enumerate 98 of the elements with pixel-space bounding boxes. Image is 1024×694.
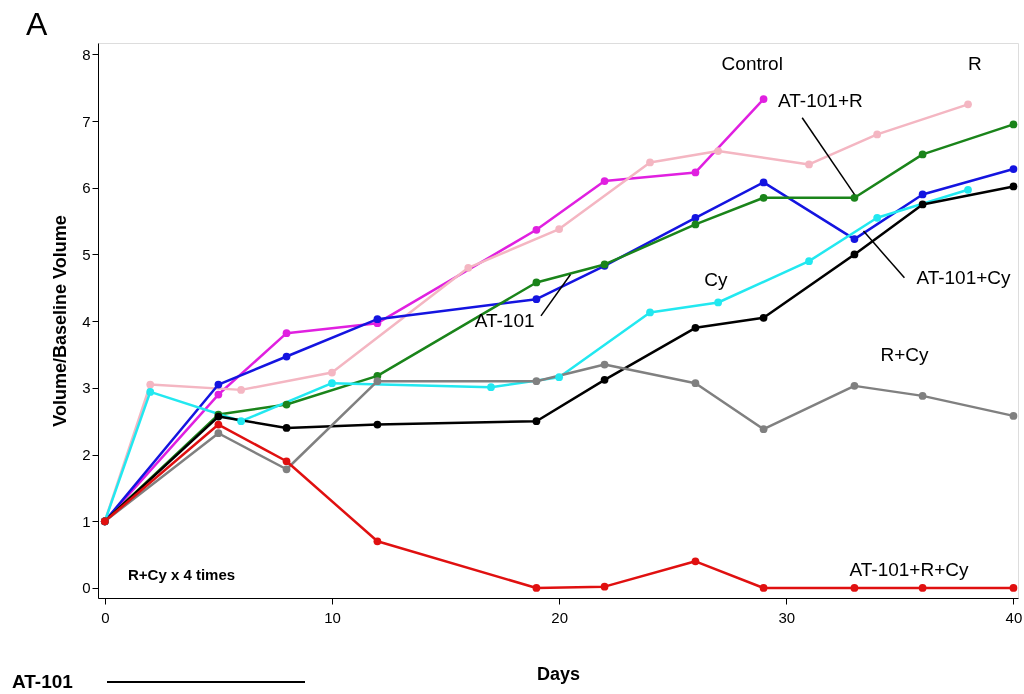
y-tick-label: 1 <box>82 512 91 530</box>
point <box>1009 120 1018 129</box>
point <box>282 465 291 474</box>
point <box>237 417 245 426</box>
point <box>714 298 723 307</box>
annotation: R+Cy x 4 times <box>128 566 236 583</box>
point <box>873 130 882 139</box>
point <box>282 329 291 338</box>
x-tick-label: 10 <box>324 608 341 626</box>
series-label: AT-101+R+Cy <box>849 558 969 580</box>
point <box>555 373 564 382</box>
point <box>759 178 768 187</box>
point <box>532 278 541 287</box>
y-tick-label: 7 <box>82 112 91 130</box>
y-tick-label: 4 <box>82 312 91 330</box>
point <box>373 537 382 546</box>
point <box>646 308 654 317</box>
point <box>532 225 541 234</box>
series-label: Cy <box>704 268 728 290</box>
point <box>532 377 541 386</box>
point <box>146 380 155 389</box>
point <box>964 185 972 194</box>
point <box>373 420 382 429</box>
point <box>759 313 768 322</box>
point <box>214 420 223 429</box>
point <box>759 584 768 592</box>
y-tick-label: 5 <box>82 245 91 263</box>
point <box>282 424 291 432</box>
point <box>691 220 700 229</box>
y-axis-title: Volume/Baseline Volume <box>50 215 71 427</box>
series-label: AT-101 <box>474 310 535 332</box>
point <box>600 360 609 369</box>
point <box>691 557 700 566</box>
point <box>759 425 768 434</box>
point <box>805 257 813 265</box>
x-tick-label: 0 <box>101 608 110 626</box>
x-axis-title: Days <box>536 663 581 684</box>
point <box>373 315 382 324</box>
point <box>850 382 859 390</box>
y-tick-label: 2 <box>82 446 91 464</box>
point <box>600 582 609 591</box>
series-label: R <box>967 53 982 75</box>
point <box>487 383 495 392</box>
x-tick-label: 20 <box>551 608 568 626</box>
text: AT-101+R <box>778 90 863 112</box>
point <box>918 584 927 592</box>
text: AT-101 <box>12 671 74 692</box>
point <box>691 323 700 332</box>
y-tick-label: 0 <box>82 579 91 597</box>
point <box>555 225 564 233</box>
point <box>282 400 291 409</box>
point <box>873 213 882 222</box>
point <box>691 213 700 222</box>
point <box>214 390 223 399</box>
point <box>918 150 927 159</box>
point <box>691 168 700 177</box>
point <box>850 250 859 259</box>
point <box>918 190 927 199</box>
y-tick-label: 3 <box>82 379 91 397</box>
point <box>328 368 336 377</box>
x-tick-label: 40 <box>1005 608 1023 626</box>
point <box>1009 584 1018 592</box>
point <box>146 388 155 396</box>
point <box>532 417 541 426</box>
point <box>214 380 223 389</box>
point <box>850 584 859 592</box>
point <box>759 95 768 103</box>
point <box>646 158 654 167</box>
point <box>237 386 245 394</box>
point <box>918 392 927 400</box>
point <box>214 429 223 438</box>
point <box>464 263 473 272</box>
text: A <box>26 6 48 42</box>
point <box>532 584 541 592</box>
x-tick-label: 30 <box>778 608 796 626</box>
point <box>805 160 813 169</box>
y-tick-label: 8 <box>82 45 91 63</box>
text: AT-101+Cy <box>916 266 1012 288</box>
point <box>600 177 609 185</box>
point <box>691 379 700 388</box>
point <box>918 200 927 209</box>
series-label: R+Cy <box>880 343 929 365</box>
point <box>964 100 972 109</box>
point <box>1009 165 1018 173</box>
point <box>282 457 291 466</box>
point <box>532 295 541 304</box>
point <box>714 147 723 155</box>
point <box>328 379 336 388</box>
y-tick-label: 6 <box>82 179 91 197</box>
point <box>282 352 291 361</box>
point <box>1009 412 1018 420</box>
point <box>373 377 382 386</box>
point <box>850 235 859 243</box>
point <box>759 193 768 202</box>
point <box>600 376 609 384</box>
series-label: Control <box>721 53 783 75</box>
point <box>850 193 859 202</box>
point <box>1009 182 1018 191</box>
